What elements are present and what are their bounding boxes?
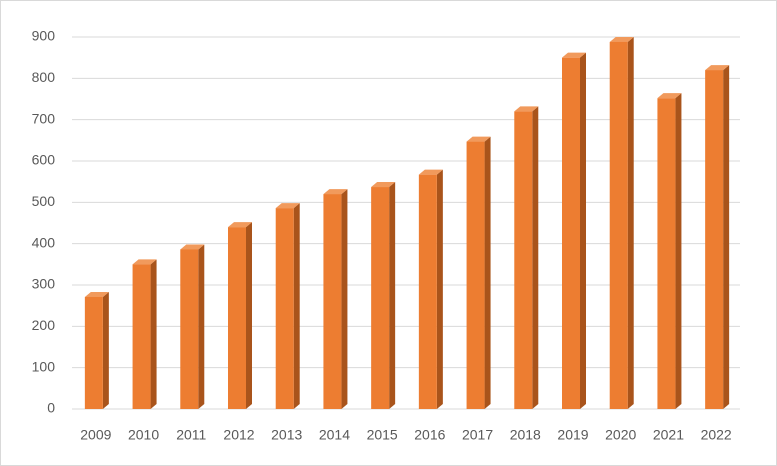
bar-side (150, 259, 157, 409)
bar (84, 296, 103, 409)
bar-side (436, 169, 443, 409)
bar (418, 174, 437, 409)
x-tick-label: 2014 (319, 427, 350, 443)
y-tick-label: 500 (32, 193, 56, 209)
bar-side (198, 244, 205, 409)
y-tick-label: 800 (32, 69, 56, 85)
bar-side (580, 52, 586, 410)
bar (657, 98, 676, 409)
bar (466, 141, 485, 409)
bar-top (275, 203, 300, 209)
bar-top (657, 93, 682, 99)
x-tick-label: 2020 (605, 427, 636, 443)
y-tick-label: 600 (32, 152, 56, 168)
bar-top (562, 52, 586, 58)
bar-top (84, 291, 109, 297)
y-tick-label: 700 (32, 110, 56, 126)
y-tick-label: 400 (32, 234, 56, 250)
bar-top (609, 36, 634, 42)
bar-top (180, 244, 205, 250)
bar (609, 41, 628, 410)
bar-side (484, 136, 491, 409)
bar (275, 208, 294, 409)
bar-top (132, 259, 157, 265)
bar-side (532, 106, 539, 410)
x-tick-label: 2009 (80, 427, 111, 443)
bar-side (246, 222, 252, 409)
bar-side (102, 291, 109, 409)
y-tick-label: 0 (47, 400, 55, 416)
bar-top (466, 136, 491, 142)
bar (132, 264, 151, 409)
y-tick-label: 100 (32, 358, 56, 374)
bar-side (293, 203, 300, 409)
bar (323, 194, 342, 409)
x-tick-label: 2013 (271, 427, 302, 443)
bar (562, 57, 580, 410)
bar (514, 111, 533, 410)
x-tick-label: 2011 (176, 427, 206, 443)
bar-top (228, 222, 252, 228)
bar-side (627, 36, 634, 410)
bar-side (723, 65, 730, 410)
x-tick-label: 2015 (367, 427, 398, 443)
bar (705, 70, 724, 410)
bar-side (341, 189, 348, 409)
bar (371, 187, 390, 409)
bar (180, 249, 199, 409)
bar-side (389, 182, 396, 409)
x-tick-label: 2017 (462, 427, 493, 443)
y-tick-label: 200 (32, 317, 56, 333)
bar-top (705, 65, 730, 71)
bar-top (418, 169, 443, 175)
x-tick-label: 2016 (414, 427, 445, 443)
x-tick-label: 2012 (223, 427, 254, 443)
y-tick-label: 300 (32, 276, 56, 292)
bar-top (514, 106, 539, 112)
bar (228, 227, 246, 409)
x-tick-label: 2022 (701, 427, 732, 443)
x-tick-label: 2021 (653, 427, 684, 443)
bar-top (371, 182, 396, 188)
bar-side (675, 93, 682, 409)
x-tick-label: 2019 (557, 427, 588, 443)
x-tick-label: 2018 (510, 427, 541, 443)
x-tick-label: 2010 (128, 427, 159, 443)
y-tick-label: 900 (32, 28, 56, 44)
bar-top (323, 189, 348, 195)
